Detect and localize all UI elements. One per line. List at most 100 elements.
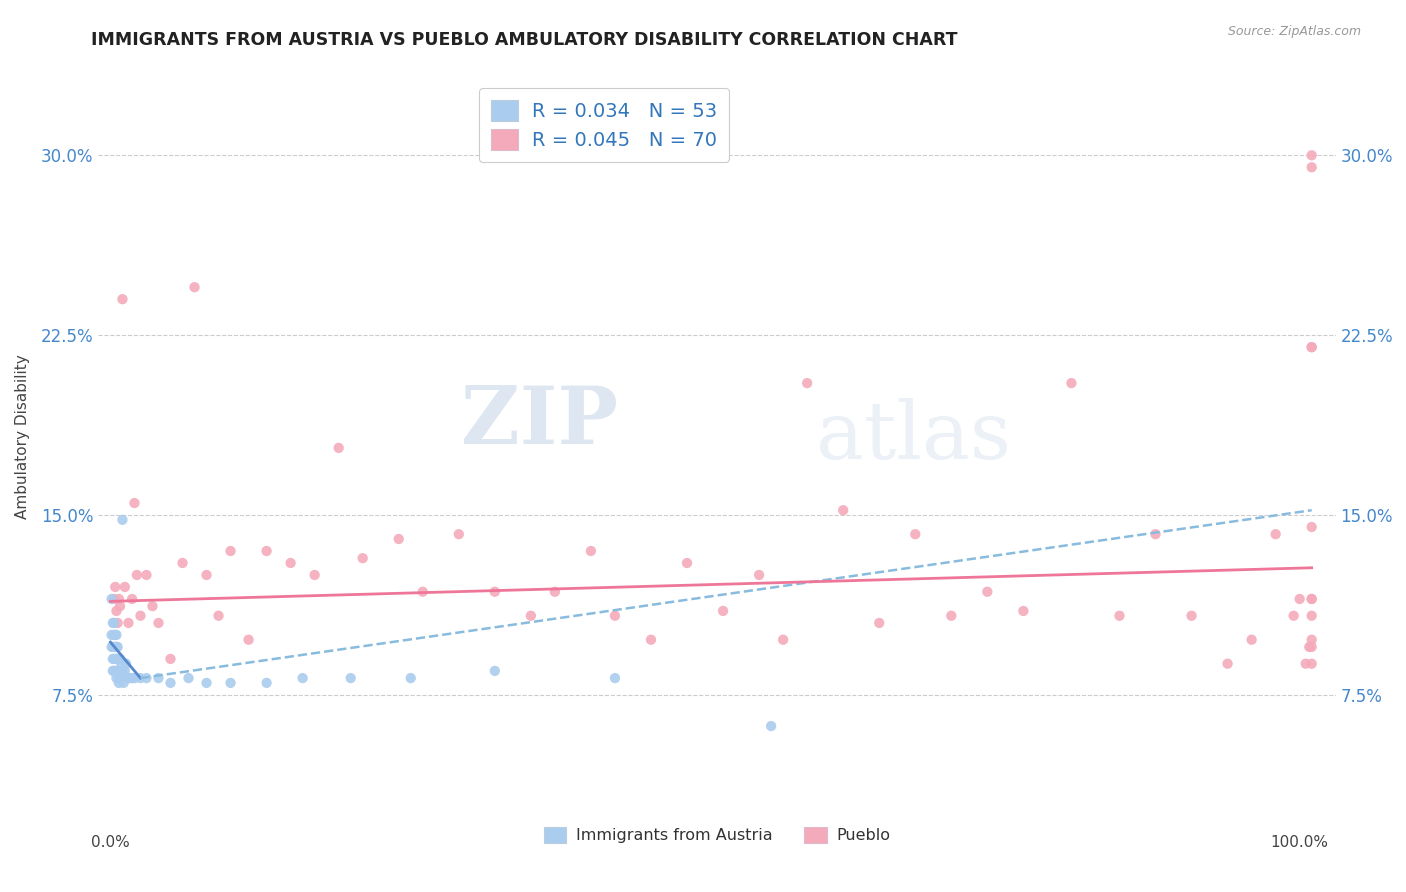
Point xyxy=(195,676,218,690)
Point xyxy=(1180,608,1202,623)
Point xyxy=(183,280,205,294)
Point xyxy=(177,671,200,685)
Point xyxy=(219,544,242,558)
Point xyxy=(1301,148,1323,162)
Point xyxy=(104,664,127,678)
Point xyxy=(256,676,278,690)
Text: IMMIGRANTS FROM AUSTRIA VS PUEBLO AMBULATORY DISABILITY CORRELATION CHART: IMMIGRANTS FROM AUSTRIA VS PUEBLO AMBULA… xyxy=(91,31,957,49)
Point xyxy=(520,608,543,623)
Point xyxy=(105,604,128,618)
Point xyxy=(1060,376,1083,391)
Point xyxy=(115,657,138,671)
Point xyxy=(103,628,125,642)
Point xyxy=(105,652,128,666)
Point xyxy=(388,532,411,546)
Point xyxy=(108,664,131,678)
Point xyxy=(1295,657,1317,671)
Point xyxy=(484,664,506,678)
Text: 100.0%: 100.0% xyxy=(1271,836,1329,850)
Point xyxy=(101,640,124,654)
Point xyxy=(412,584,434,599)
Point xyxy=(104,580,127,594)
Point xyxy=(207,608,229,623)
Point xyxy=(103,615,125,630)
Point xyxy=(579,544,602,558)
Point xyxy=(104,640,127,654)
Point xyxy=(121,591,143,606)
Point xyxy=(447,527,470,541)
Point xyxy=(121,671,143,685)
Point xyxy=(129,608,152,623)
Point xyxy=(108,591,131,606)
Point xyxy=(352,551,374,566)
Point xyxy=(107,640,129,654)
Point xyxy=(1298,640,1320,654)
Point xyxy=(117,615,139,630)
Point xyxy=(135,568,157,582)
Point xyxy=(1216,657,1239,671)
Point xyxy=(195,568,218,582)
Point xyxy=(103,664,125,678)
Point xyxy=(105,640,128,654)
Point xyxy=(676,556,699,570)
Point xyxy=(101,652,124,666)
Point xyxy=(1264,527,1286,541)
Point xyxy=(107,652,129,666)
Point xyxy=(118,671,141,685)
Point xyxy=(100,591,122,606)
Point xyxy=(101,664,124,678)
Point xyxy=(1144,527,1167,541)
Point xyxy=(1301,161,1323,175)
Point xyxy=(110,671,132,685)
Point xyxy=(603,671,626,685)
Point xyxy=(129,671,152,685)
Point xyxy=(1012,604,1035,618)
Point xyxy=(256,544,278,558)
Point xyxy=(117,671,139,685)
Point xyxy=(135,671,157,685)
Point xyxy=(148,615,170,630)
Y-axis label: Ambulatory Disability: Ambulatory Disability xyxy=(15,355,30,519)
Point xyxy=(159,676,181,690)
Point xyxy=(159,652,181,666)
Point xyxy=(104,652,127,666)
Point xyxy=(1301,608,1323,623)
Point xyxy=(105,671,128,685)
Point xyxy=(544,584,567,599)
Point xyxy=(141,599,163,614)
Point xyxy=(640,632,662,647)
Point xyxy=(603,608,626,623)
Point xyxy=(484,584,506,599)
Point xyxy=(941,608,963,623)
Point xyxy=(1301,340,1323,354)
Point xyxy=(103,640,125,654)
Point xyxy=(111,513,134,527)
Point xyxy=(114,580,136,594)
Point xyxy=(328,441,350,455)
Point xyxy=(107,664,129,678)
Point xyxy=(1301,657,1323,671)
Point xyxy=(112,676,135,690)
Point xyxy=(172,556,194,570)
Point xyxy=(832,503,855,517)
Point xyxy=(772,632,794,647)
Point xyxy=(103,652,125,666)
Point xyxy=(976,584,998,599)
Point xyxy=(108,652,131,666)
Point xyxy=(1240,632,1263,647)
Point xyxy=(1301,520,1323,534)
Point xyxy=(1301,640,1323,654)
Point xyxy=(104,628,127,642)
Text: Source: ZipAtlas.com: Source: ZipAtlas.com xyxy=(1227,25,1361,38)
Legend: Immigrants from Austria, Pueblo: Immigrants from Austria, Pueblo xyxy=(537,821,897,850)
Point xyxy=(219,676,242,690)
Point xyxy=(124,496,146,510)
Point xyxy=(105,628,128,642)
Point xyxy=(1288,591,1310,606)
Point xyxy=(148,671,170,685)
Point xyxy=(1282,608,1305,623)
Point xyxy=(101,615,124,630)
Point xyxy=(1301,340,1323,354)
Point xyxy=(748,568,770,582)
Point xyxy=(1301,591,1323,606)
